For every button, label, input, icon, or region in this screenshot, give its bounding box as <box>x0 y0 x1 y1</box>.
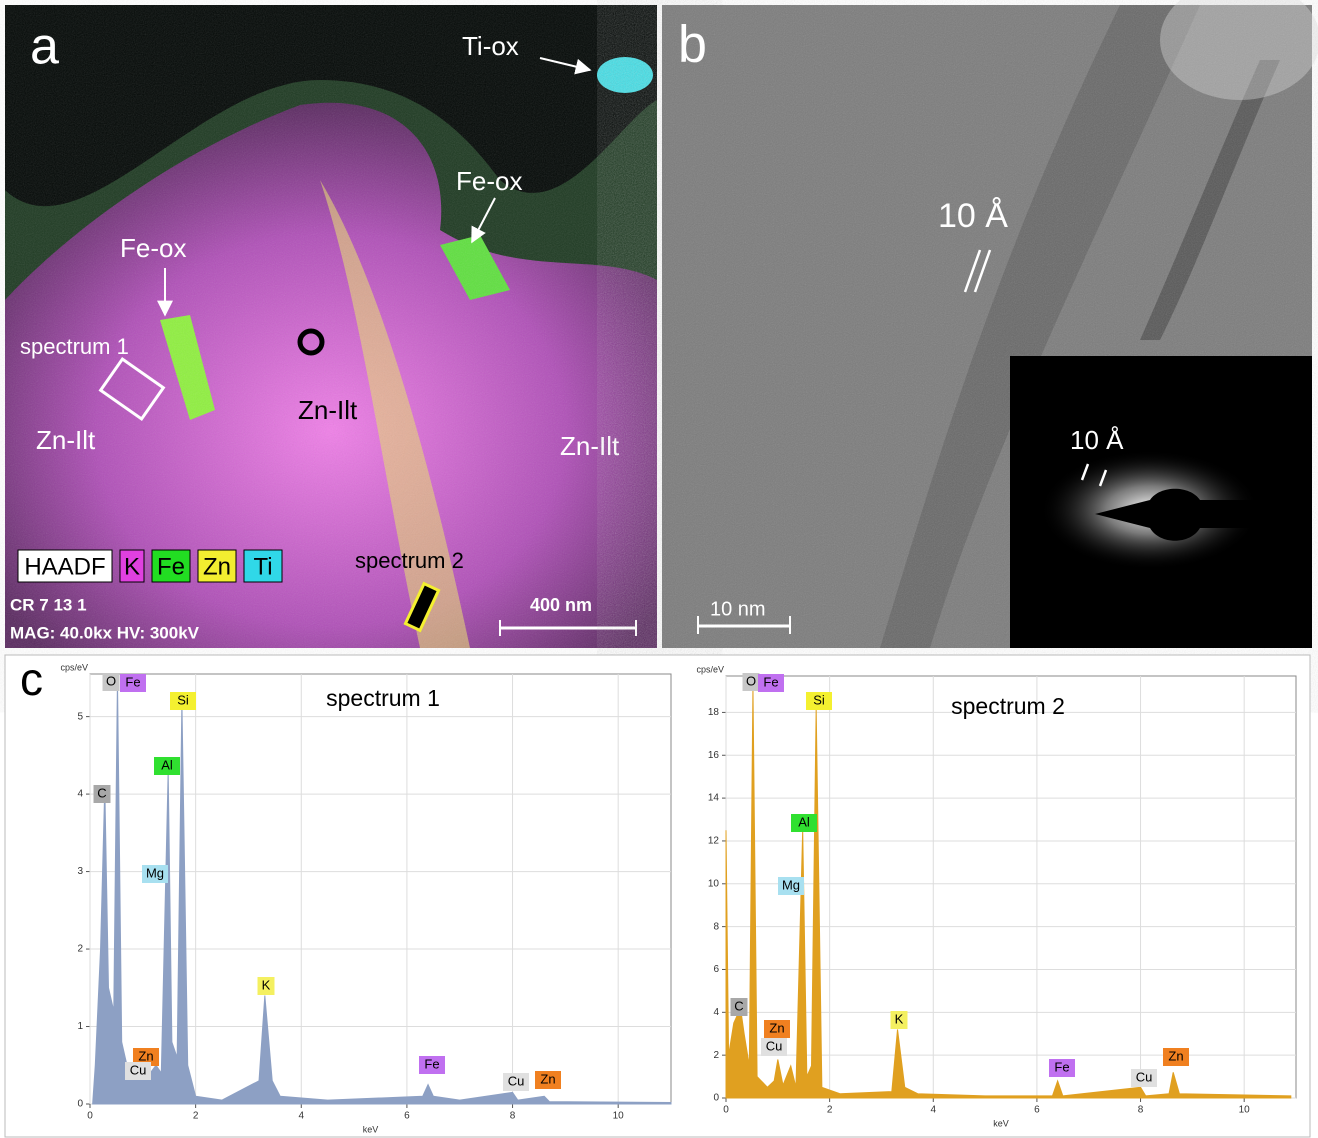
label: spectrum 2 <box>355 548 464 573</box>
y-tick-label: 2 <box>713 1050 719 1061</box>
panel-b: b 10 Å 10 Å 10 nm <box>662 0 1318 648</box>
y-tick-label: 18 <box>708 707 720 718</box>
x-axis-label: keV <box>363 1124 379 1134</box>
x-tick-label: 6 <box>1034 1105 1040 1116</box>
label: Fe-ox <box>456 166 522 196</box>
peak-label: Si <box>177 692 189 707</box>
peak-label: Fe <box>1054 1059 1069 1074</box>
scale-label: 400 nm <box>530 595 592 615</box>
peak-label: Mg <box>782 877 800 892</box>
peak-label: Mg <box>146 865 164 880</box>
peak-label: Cu <box>130 1062 147 1077</box>
y-tick-label: 1 <box>77 1021 83 1032</box>
scale-label: 10 nm <box>710 598 766 620</box>
sample: CR 7 13 1 <box>10 595 87 614</box>
peak-label: Al <box>798 814 810 829</box>
x-tick-label: 6 <box>404 1111 410 1122</box>
panel-label: a <box>30 18 59 76</box>
peak-label: Fe <box>763 674 778 689</box>
x-tick-label: 2 <box>827 1105 833 1116</box>
peak-label: Zn <box>769 1020 784 1035</box>
x-tick-label: 0 <box>723 1105 729 1116</box>
y-tick-label: 2 <box>77 944 83 955</box>
label: 10 Å <box>1070 425 1124 455</box>
peak-label: Si <box>813 692 825 707</box>
label: Zn-Ilt <box>560 431 620 461</box>
label: spectrum 1 <box>20 334 129 359</box>
x-axis-label: keV <box>993 1118 1009 1128</box>
panel-label: b <box>678 16 707 74</box>
peak-label: K <box>262 977 271 992</box>
peak-label: O <box>106 673 116 688</box>
y-tick-label: 12 <box>708 836 720 847</box>
label: Zn-Ilt <box>36 425 96 455</box>
y-tick-label: 6 <box>713 964 719 975</box>
x-tick-label: 2 <box>193 1111 199 1122</box>
peak-label: Fe <box>424 1056 439 1071</box>
y-tick-label: 5 <box>77 711 83 722</box>
x-tick-label: 8 <box>510 1111 516 1122</box>
y-tick-label: 4 <box>77 789 83 800</box>
y-tick-label: 14 <box>708 793 720 804</box>
label: 10 Å <box>938 197 1008 235</box>
chart-title: spectrum 2 <box>951 693 1065 719</box>
label: Zn-Ilt <box>298 395 358 425</box>
peak-label: K <box>895 1011 904 1026</box>
y-tick-label: 8 <box>713 921 719 932</box>
x-tick-label: 8 <box>1138 1105 1144 1116</box>
peak-label: Cu <box>766 1038 783 1053</box>
y-tick-label: 16 <box>708 750 720 761</box>
legend-label: Fe <box>157 553 185 580</box>
peak-label: Fe <box>125 674 140 689</box>
y-tick-label: 4 <box>713 1007 719 1018</box>
figure: a Ti-ox Fe-ox Fe-ox spectrum 1 spectrum … <box>0 0 1318 1138</box>
peak-label: Cu <box>508 1073 525 1088</box>
label: Fe-ox <box>120 233 186 263</box>
settings: MAG: 40.0kx HV: 300kV <box>10 623 200 642</box>
peak-label: C <box>97 785 106 800</box>
y-axis-label: cps/eV <box>696 664 724 674</box>
y-tick-label: 0 <box>713 1093 719 1104</box>
y-axis-label: cps/eV <box>60 662 88 672</box>
peak-label: O <box>746 673 756 688</box>
x-tick-label: 0 <box>87 1111 93 1122</box>
x-tick-label: 4 <box>930 1105 936 1116</box>
x-tick-label: 10 <box>1239 1105 1251 1116</box>
legend-label: HAADF <box>24 553 105 580</box>
legend-label: Ti <box>253 553 272 580</box>
y-tick-label: 3 <box>77 866 83 877</box>
panel-a: a Ti-ox Fe-ox Fe-ox spectrum 1 spectrum … <box>5 5 657 648</box>
legend-label: Zn <box>203 553 231 580</box>
peak-label: C <box>734 998 743 1013</box>
peak-label: Cu <box>1136 1069 1153 1084</box>
legend-label: K <box>124 553 140 580</box>
x-tick-label: 4 <box>298 1111 304 1122</box>
x-tick-label: 10 <box>613 1111 625 1122</box>
panel-label: c <box>20 653 43 705</box>
peak-label: Zn <box>540 1071 555 1086</box>
peak-label: Zn <box>138 1048 153 1063</box>
chart-title: spectrum 1 <box>326 685 440 711</box>
y-tick-label: 0 <box>77 1099 83 1110</box>
peak-label: Al <box>161 757 173 772</box>
label: Ti-ox <box>462 31 519 61</box>
peak-label: Zn <box>1168 1048 1183 1063</box>
y-tick-label: 10 <box>708 878 720 889</box>
